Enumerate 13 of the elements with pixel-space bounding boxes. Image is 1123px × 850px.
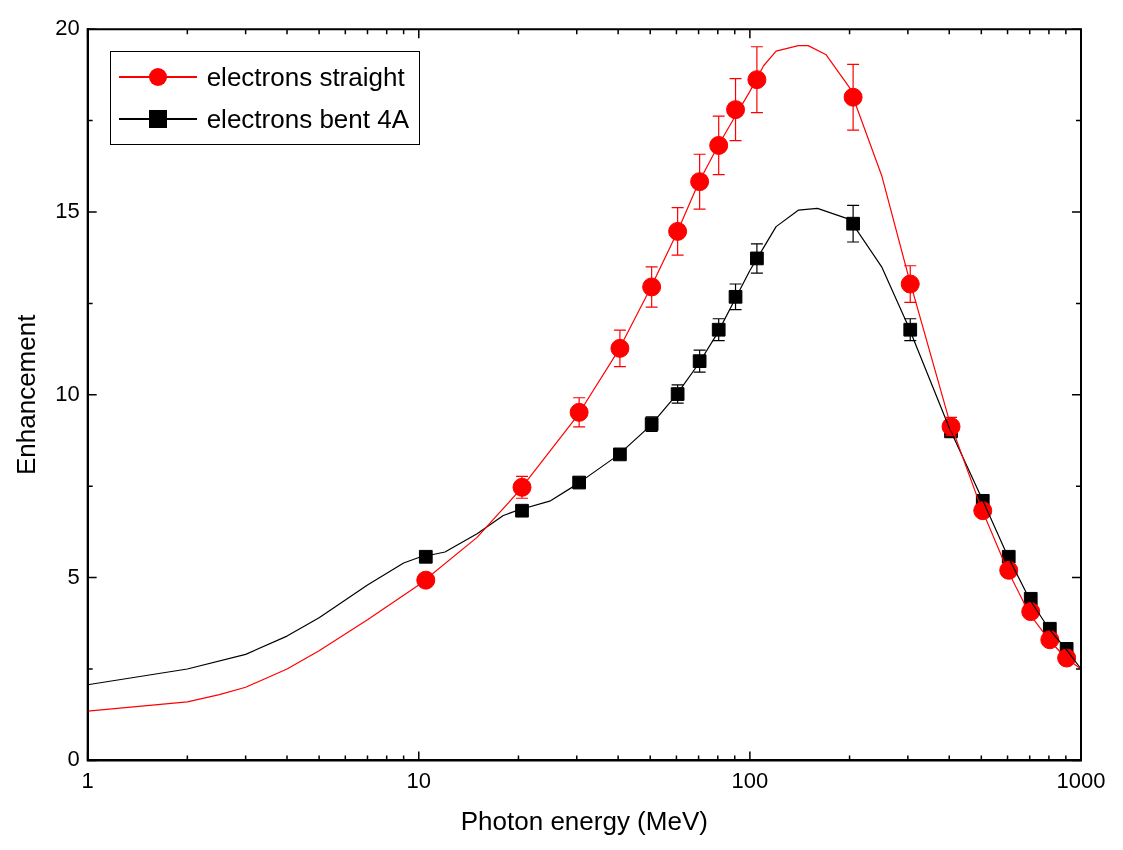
legend-label: electrons bent 4A: [206, 103, 410, 135]
y-axis-title: Enhancement: [10, 313, 41, 476]
x-tick-label: 100: [731, 767, 769, 793]
x-axis-title: Photon energy (MeV): [460, 805, 708, 836]
y-tick-label: 15: [55, 198, 80, 224]
y-tick-label: 20: [55, 15, 80, 41]
y-tick-label: 0: [67, 746, 80, 772]
x-tick-label: 1000: [1056, 767, 1106, 793]
legend-label: electrons straight: [206, 61, 405, 93]
y-tick-label: 5: [67, 563, 80, 589]
x-tick-label: 10: [406, 767, 432, 793]
y-tick-label: 10: [55, 380, 80, 406]
x-tick-label: 1: [81, 767, 94, 793]
